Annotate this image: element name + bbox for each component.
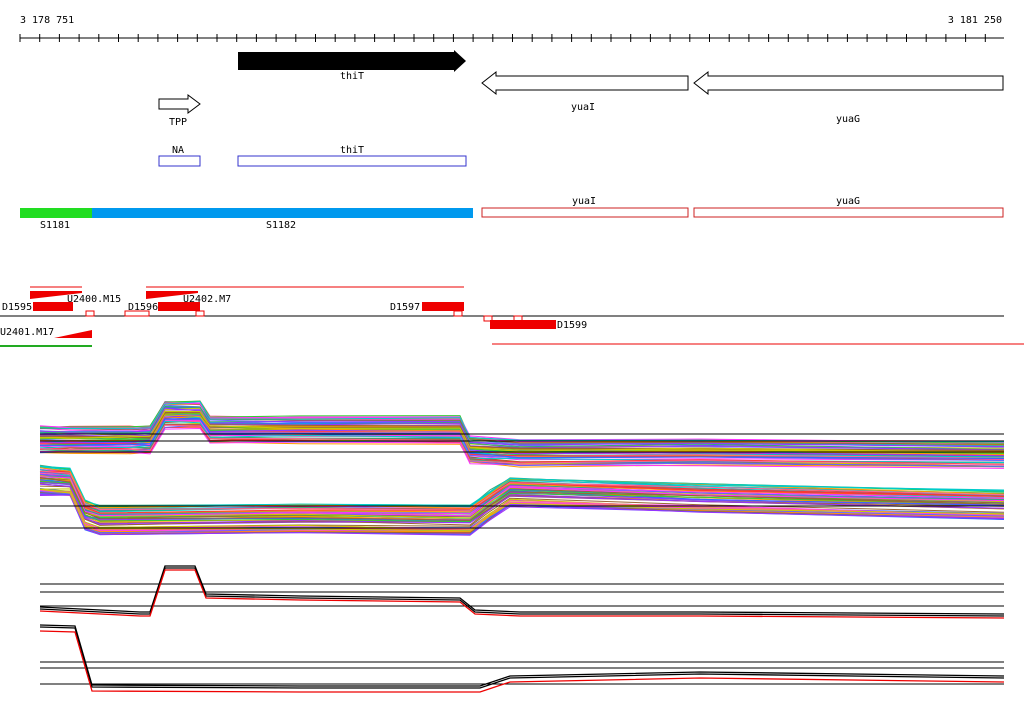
annotation-na-label: NA <box>172 145 184 156</box>
segment-s1181[interactable] <box>20 208 92 218</box>
profile-line <box>39 630 1005 693</box>
d1597-bar[interactable] <box>422 302 464 311</box>
d1596-bar[interactable] <box>158 302 200 311</box>
ruler-start-label: 3 178 751 <box>20 15 74 26</box>
u2400-label: U2400.M15 <box>67 294 121 305</box>
lower-profile-lines <box>39 565 1005 693</box>
profile-line <box>39 624 1005 687</box>
gene-yuaI-arrow[interactable] <box>481 70 689 96</box>
annotation-track: NA thiT <box>158 145 467 167</box>
gene-yuaI-label: yuaI <box>571 102 595 113</box>
profile-line <box>39 476 1005 517</box>
connector-b <box>124 310 150 317</box>
profile-line <box>39 626 1005 689</box>
d1595-bar[interactable] <box>33 302 73 311</box>
connector-d <box>453 310 463 317</box>
gene-thiT-label: thiT <box>340 71 364 82</box>
segment-yuaI-label: yuaI <box>572 196 596 207</box>
u2401-ramp[interactable] <box>54 330 92 338</box>
upper-profile-lines <box>39 400 1005 536</box>
connector-a <box>85 310 95 317</box>
d1597-label: D1597 <box>390 302 420 313</box>
ruler-ticks <box>19 34 986 42</box>
expression-panel-lower <box>39 565 1005 693</box>
gene-thiT-arrow[interactable] <box>238 50 466 72</box>
profile-line <box>39 565 1005 615</box>
gene-track: thiT yuaI yuaG TPP <box>158 50 1004 128</box>
gene-yuaG-arrow[interactable] <box>693 70 1004 96</box>
u2402-ramp[interactable] <box>146 291 198 299</box>
feature-track: U2400.M15 U2402.M7 D1595 D1596 D1597 D15… <box>0 286 1024 347</box>
expression-panel-upper <box>39 400 1005 536</box>
connector-c <box>195 310 205 317</box>
profile-line <box>39 424 1005 466</box>
tpp-label: TPP <box>169 117 187 128</box>
gene-yuaI[interactable]: yuaI <box>481 70 689 113</box>
segment-s1182[interactable] <box>92 208 473 218</box>
feature-connectors <box>85 310 523 322</box>
profile-line <box>39 567 1005 617</box>
profile-line <box>39 494 1005 536</box>
annotation-thiT-label: thiT <box>340 145 364 156</box>
profile-line <box>39 419 1005 461</box>
gene-thiT[interactable]: thiT <box>238 50 466 82</box>
profile-line <box>39 424 1005 465</box>
segment-yuaG-label: yuaG <box>836 196 860 207</box>
connector-f <box>513 315 523 322</box>
profile-line <box>39 401 1005 443</box>
tpp-arrow[interactable] <box>158 94 201 114</box>
profile-line <box>39 410 1005 454</box>
ruler-end-label: 3 181 250 <box>948 15 1002 26</box>
profile-line <box>39 477 1005 521</box>
profile-line <box>39 415 1005 457</box>
profile-line <box>39 483 1005 525</box>
d1595-label: D1595 <box>2 302 32 313</box>
profile-line <box>39 470 1005 511</box>
profile-line <box>39 465 1005 507</box>
segment-s1181-label: S1181 <box>40 220 70 231</box>
profile-line <box>39 411 1005 451</box>
segment-s1182-label: S1182 <box>266 220 296 231</box>
profile-line <box>39 418 1005 459</box>
u2402-label: U2402.M7 <box>183 294 231 305</box>
profile-line <box>39 569 1005 619</box>
annotation-thiT-box[interactable] <box>237 155 467 167</box>
segment-yuaG-box[interactable] <box>693 207 1004 218</box>
segment-yuaI-box[interactable] <box>481 207 689 218</box>
d1596-label: D1596 <box>128 302 158 313</box>
gene-yuaG[interactable]: yuaG <box>693 70 1004 125</box>
u2401-label: U2401.M17 <box>0 327 54 338</box>
annotation-na-box[interactable] <box>158 155 201 167</box>
u2400-ramp[interactable] <box>30 291 82 299</box>
segment-track: S1181 S1182 yuaI yuaG <box>20 196 1004 231</box>
d1599-label: D1599 <box>557 320 587 331</box>
gene-yuaG-label: yuaG <box>836 114 860 125</box>
riboswitch-tpp[interactable]: TPP <box>158 94 201 128</box>
profile-line <box>39 420 1005 463</box>
profile-line <box>39 481 1005 523</box>
d1599-bar[interactable] <box>490 320 556 329</box>
coordinate-ruler: 3 178 751 3 181 250 <box>19 15 1004 42</box>
connector-e <box>483 315 493 322</box>
